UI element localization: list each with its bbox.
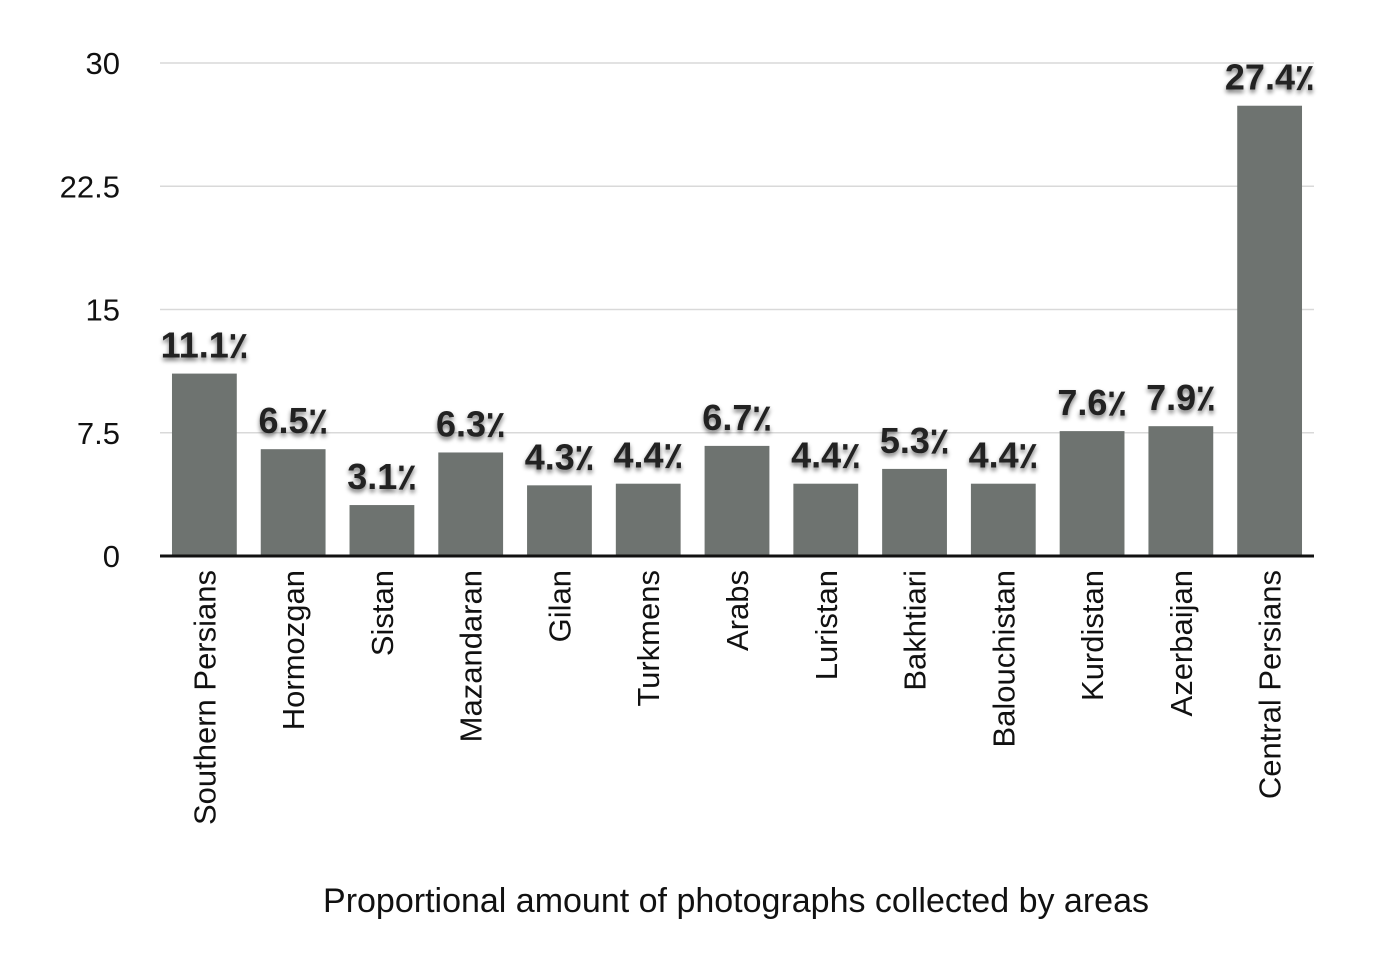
data-label: 4.4٪ (969, 435, 1038, 476)
x-tick-label: Mazandaran (454, 570, 489, 742)
bar-5 (615, 483, 681, 556)
x-tick-label: Balouchistan (986, 570, 1021, 748)
bar-2 (349, 505, 415, 556)
data-label-layer: 11.1٪6.5٪ 3.1٪ 6.3٪ 4.3٪ 4.4٪ 6.7٪ 4.4٪ 5.3٪ 4.4… (161, 57, 1315, 497)
bar-4 (527, 485, 592, 556)
data-label: 6.5٪ (258, 400, 327, 441)
bar-11 (1148, 426, 1214, 556)
data-label: 6.7٪ (702, 397, 771, 438)
data-label: 4.4٪ (614, 435, 683, 476)
data-label: 7.9٪ (1146, 377, 1215, 418)
bar-0 (171, 373, 237, 556)
bar-12 (1237, 105, 1303, 556)
data-label: 7.6٪ (1057, 382, 1126, 423)
x-tick-label: Arabs (720, 570, 755, 651)
data-label: 6.3٪ (436, 403, 505, 444)
data-label: 4.3٪ (525, 436, 594, 477)
x-tick-label: Bakhtiari (898, 570, 933, 691)
data-label: 11.1٪ (161, 325, 248, 366)
data-label: 3.1٪ (347, 456, 416, 497)
bar-10 (1059, 431, 1125, 556)
bar-7 (793, 483, 859, 556)
x-tick-label: Luristan (809, 570, 844, 680)
x-tick-layer: Southern Persians Hormozgan Sistan Mazandar… (187, 570, 1287, 825)
y-tick-label: 15 (86, 293, 120, 328)
x-tick-label: Central Persians (1253, 570, 1288, 799)
data-label: 4.4٪ (791, 435, 860, 476)
x-tick-label: Hormozgan (276, 570, 311, 730)
y-tick-label: 0 (103, 539, 120, 574)
bar-layer (160, 105, 1314, 558)
y-tick-label: 7.5 (77, 416, 120, 451)
bar-1 (260, 449, 326, 556)
x-tick-label: Sistan (365, 570, 400, 656)
bar-6 (704, 445, 770, 556)
bar-8 (882, 468, 947, 556)
bar-3 (438, 452, 504, 556)
x-tick-label: Turkmens (631, 570, 666, 707)
x-tick-label: Kurdistan (1075, 570, 1110, 701)
bar-9 (970, 483, 1036, 556)
x-tick-label: Gilan (542, 570, 577, 642)
y-tick-label: 30 (86, 46, 120, 81)
x-axis-label: Proportional amount of photographs colle… (323, 882, 1149, 920)
data-label: 27.4٪ (1225, 57, 1314, 98)
data-label: 5.3٪ (880, 420, 949, 461)
x-tick-label: Southern Persians (187, 570, 222, 825)
y-tick-label: 22.5 (60, 169, 120, 204)
x-tick-label: Azerbaijan (1164, 570, 1199, 716)
grid-layer: 0 7.5 15 22.5 30 (60, 46, 1314, 574)
